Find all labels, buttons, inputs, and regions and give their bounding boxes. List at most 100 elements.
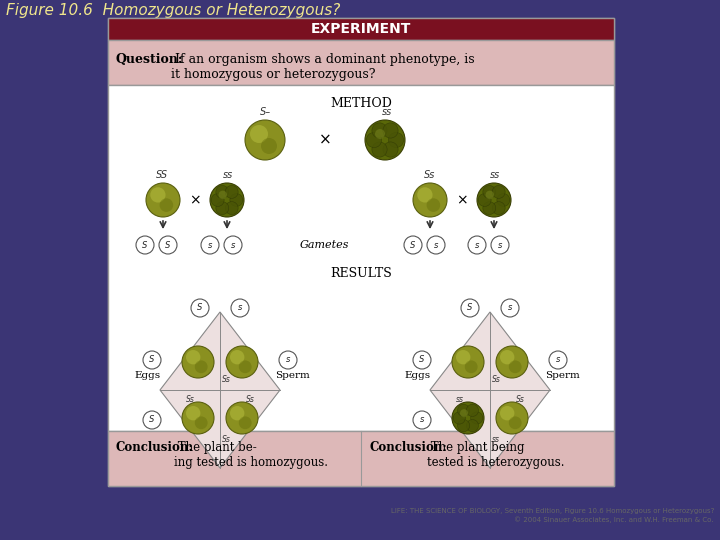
Text: SS: SS [156, 170, 168, 180]
Circle shape [224, 236, 242, 254]
Bar [108, 85, 614, 431]
Circle shape [216, 201, 229, 214]
Circle shape [500, 406, 514, 421]
Circle shape [250, 125, 268, 143]
Polygon shape [160, 312, 280, 468]
Text: Eggs: Eggs [405, 370, 431, 380]
Circle shape [372, 123, 387, 138]
Circle shape [182, 402, 214, 434]
Text: Conclusion:: Conclusion: [369, 441, 446, 454]
Text: ss: ss [490, 170, 500, 180]
Text: S: S [166, 240, 171, 249]
Circle shape [365, 120, 405, 160]
Text: s: s [556, 355, 560, 364]
Circle shape [496, 346, 528, 378]
Text: S: S [419, 355, 425, 364]
Circle shape [201, 236, 219, 254]
Text: s: s [420, 415, 424, 424]
Circle shape [478, 193, 491, 206]
Circle shape [261, 138, 277, 154]
Text: Gametes: Gametes [300, 240, 350, 250]
Text: Figure 10.6  Homozygous or Heterozygous?: Figure 10.6 Homozygous or Heterozygous? [6, 3, 341, 17]
Circle shape [457, 404, 469, 416]
Circle shape [471, 412, 483, 424]
Circle shape [226, 346, 258, 378]
Circle shape [210, 183, 244, 217]
Text: ss: ss [456, 395, 464, 404]
Text: S: S [197, 303, 203, 313]
Text: s: s [286, 355, 290, 364]
Circle shape [159, 236, 177, 254]
Text: ss: ss [492, 435, 500, 444]
Bar [108, 40, 614, 85]
Text: Ss: Ss [186, 395, 194, 404]
Circle shape [452, 346, 484, 378]
Circle shape [211, 193, 224, 206]
Circle shape [483, 201, 496, 214]
Circle shape [467, 404, 479, 416]
Text: S: S [149, 415, 155, 424]
Bar [0, 500, 720, 540]
Text: ss: ss [382, 107, 392, 117]
Text: S: S [467, 303, 473, 313]
Text: Ss: Ss [246, 395, 254, 404]
Text: Ss: Ss [222, 435, 230, 444]
Circle shape [413, 411, 431, 429]
Text: METHOD: METHOD [330, 97, 392, 110]
Circle shape [225, 201, 238, 214]
Text: s: s [208, 240, 212, 249]
Bar [0, 0, 720, 18]
Circle shape [186, 350, 200, 364]
Circle shape [383, 142, 398, 157]
Text: ×: × [456, 193, 468, 207]
Text: S: S [143, 240, 148, 249]
Circle shape [150, 187, 166, 202]
Circle shape [226, 402, 258, 434]
Circle shape [500, 350, 514, 364]
Circle shape [216, 185, 229, 198]
Bar [108, 431, 614, 486]
Circle shape [426, 198, 440, 212]
Text: LIFE: THE SCIENCE OF BIOLOGY, Seventh Edition, Figure 10.6 Homozygous or Heteroz: LIFE: THE SCIENCE OF BIOLOGY, Seventh Ed… [391, 508, 714, 514]
Circle shape [191, 299, 209, 317]
Circle shape [225, 185, 238, 198]
Circle shape [492, 185, 505, 198]
Circle shape [465, 360, 477, 373]
Text: Sperm: Sperm [274, 370, 310, 380]
Circle shape [245, 120, 285, 160]
Text: Ss: Ss [516, 395, 524, 404]
Circle shape [492, 201, 505, 214]
Circle shape [388, 132, 404, 147]
Circle shape [485, 191, 494, 199]
Text: s: s [508, 303, 512, 313]
Circle shape [549, 351, 567, 369]
Circle shape [231, 299, 249, 317]
Text: EXPERIMENT: EXPERIMENT [311, 22, 411, 36]
Circle shape [483, 185, 496, 198]
Circle shape [491, 236, 509, 254]
Circle shape [501, 299, 519, 317]
Circle shape [195, 360, 207, 373]
Bar [108, 18, 614, 40]
Polygon shape [430, 312, 550, 468]
Text: ss: ss [223, 170, 233, 180]
Circle shape [509, 360, 521, 373]
Circle shape [418, 187, 433, 202]
Text: Ss: Ss [492, 375, 500, 384]
Text: s: s [231, 240, 235, 249]
Circle shape [143, 351, 161, 369]
Circle shape [366, 132, 382, 147]
Circle shape [460, 409, 468, 417]
Text: s: s [474, 240, 480, 249]
Text: If an organism shows a dominant phenotype, is
it homozygous or heterozygous?: If an organism shows a dominant phenotyp… [171, 53, 474, 81]
Text: s: s [434, 240, 438, 249]
Text: Sperm: Sperm [544, 370, 580, 380]
Text: ×: × [189, 193, 201, 207]
Circle shape [383, 123, 398, 138]
Circle shape [239, 416, 251, 429]
Circle shape [230, 193, 243, 206]
Text: Question:: Question: [116, 53, 184, 66]
Text: The plant being
tested is heterozygous.: The plant being tested is heterozygous. [427, 441, 564, 469]
Circle shape [509, 416, 521, 429]
Circle shape [452, 402, 484, 434]
